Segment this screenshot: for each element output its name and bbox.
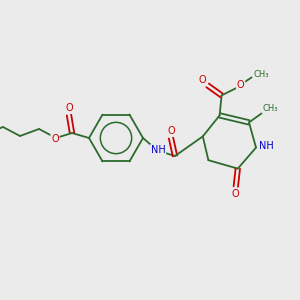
Text: O: O xyxy=(51,134,59,144)
Text: CH₃: CH₃ xyxy=(254,70,269,79)
Text: O: O xyxy=(199,75,206,85)
Text: NH: NH xyxy=(151,145,165,155)
Text: O: O xyxy=(232,189,240,199)
Text: NH: NH xyxy=(259,141,273,151)
Text: CH₃: CH₃ xyxy=(262,104,278,113)
Text: O: O xyxy=(65,103,73,113)
Text: O: O xyxy=(237,80,244,90)
Text: O: O xyxy=(167,126,175,136)
